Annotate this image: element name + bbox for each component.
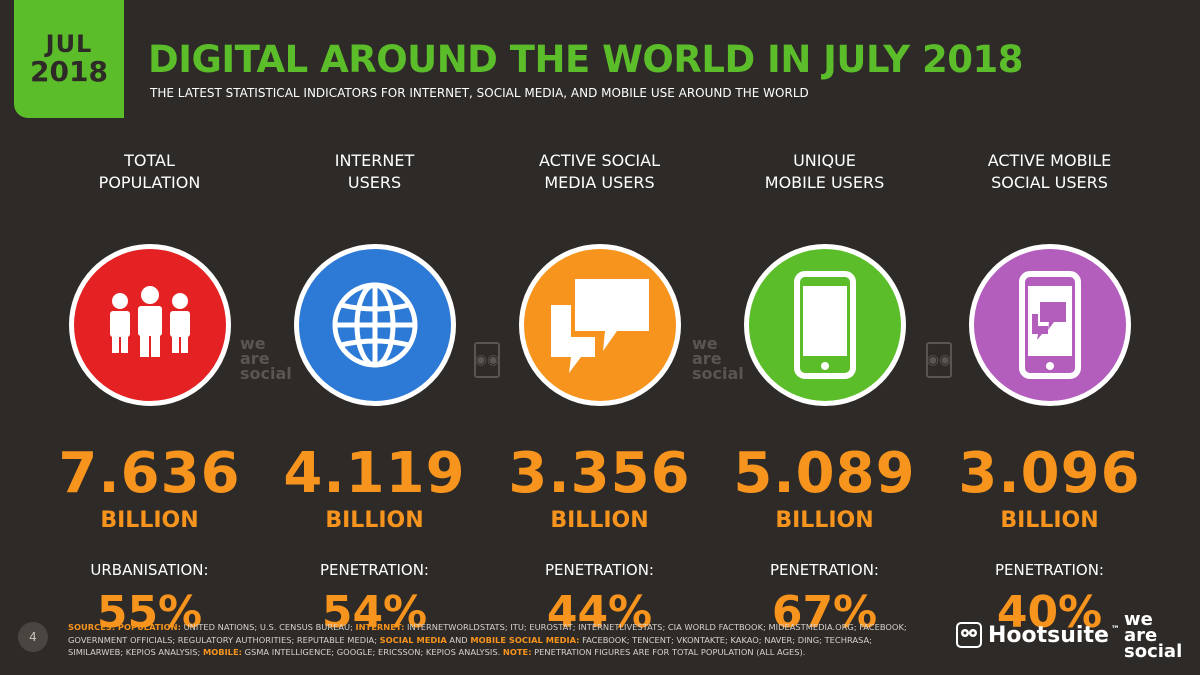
badge-year: 2018 bbox=[30, 54, 108, 88]
stat-percentage: 67% bbox=[771, 587, 878, 638]
stat-percentage: 55% bbox=[96, 587, 203, 638]
stat-unit: BILLION bbox=[325, 508, 424, 533]
page-title: DIGITAL AROUND THE WORLD IN JULY 2018 bbox=[148, 38, 1023, 81]
hootsuite-logo: Hootsuite ™ bbox=[956, 622, 1120, 648]
chat-bubbles-icon bbox=[518, 244, 681, 406]
stat-percentage: 40% bbox=[996, 587, 1103, 638]
stat-label: TOTAL POPULATION bbox=[98, 151, 201, 192]
stat-unique-mobile-users: UNIQUE MOBILE USERS 5.089 BILLION PENETR… bbox=[712, 150, 937, 638]
globe-icon bbox=[293, 244, 456, 406]
stat-unit: BILLION bbox=[100, 508, 199, 533]
we-are-social-watermark: we are social bbox=[692, 334, 744, 383]
sources-text: SOURCES: POPULATION: UNITED NATIONS; U.S… bbox=[68, 622, 907, 657]
stat-label: UNIQUE MOBILE USERS bbox=[764, 151, 885, 192]
stat-unit: BILLION bbox=[1000, 508, 1099, 533]
stat-value: 4.119 bbox=[283, 441, 466, 506]
stat-sublabel: PENETRATION: bbox=[545, 561, 654, 579]
stat-active-social-media-users: ACTIVE SOCIAL MEDIA USERS 3.356 BILLION … bbox=[487, 150, 712, 638]
stat-sublabel: URBANISATION: bbox=[90, 561, 209, 579]
stat-unit: BILLION bbox=[775, 508, 874, 533]
stat-percentage: 54% bbox=[321, 587, 428, 638]
stat-total-population: TOTAL POPULATION 7.636 BILLION URBANISAT… bbox=[37, 150, 262, 638]
owl-watermark-icon: ◉◉ bbox=[474, 342, 500, 378]
owl-icon bbox=[956, 622, 982, 648]
badge-month: JUL bbox=[45, 29, 93, 58]
stat-unit: BILLION bbox=[550, 508, 649, 533]
people-icon bbox=[68, 244, 231, 406]
stat-sublabel: PENETRATION: bbox=[320, 561, 429, 579]
stat-value: 7.636 bbox=[58, 441, 241, 506]
stat-percentage: 44% bbox=[546, 587, 653, 638]
stat-value: 3.356 bbox=[508, 441, 691, 506]
stat-value: 5.089 bbox=[733, 441, 916, 506]
stat-label: ACTIVE SOCIAL MEDIA USERS bbox=[539, 151, 660, 192]
page-subtitle: THE LATEST STATISTICAL INDICATORS FOR IN… bbox=[150, 86, 809, 100]
stat-sublabel: PENETRATION: bbox=[995, 561, 1104, 579]
page-number: 4 bbox=[18, 622, 48, 652]
stat-value: 3.096 bbox=[958, 441, 1141, 506]
we-are-social-logo: we are social bbox=[1124, 609, 1183, 662]
we-are-social-watermark: we are social bbox=[240, 334, 292, 383]
stat-label: INTERNET USERS bbox=[334, 151, 415, 192]
mobile-phone-icon bbox=[743, 244, 906, 406]
stat-internet-users: INTERNET USERS 4.119 BILLION PENETRATION… bbox=[262, 150, 487, 638]
stat-sublabel: PENETRATION: bbox=[770, 561, 879, 579]
date-badge: JUL 2018 bbox=[14, 0, 124, 118]
phone-chat-icon bbox=[968, 244, 1131, 406]
stat-active-mobile-social-users: ACTIVE MOBILE SOCIAL USERS 3.096 BILLION… bbox=[937, 150, 1162, 638]
stat-label: ACTIVE MOBILE SOCIAL USERS bbox=[987, 151, 1112, 192]
owl-watermark-icon: ◉◉ bbox=[926, 342, 952, 378]
